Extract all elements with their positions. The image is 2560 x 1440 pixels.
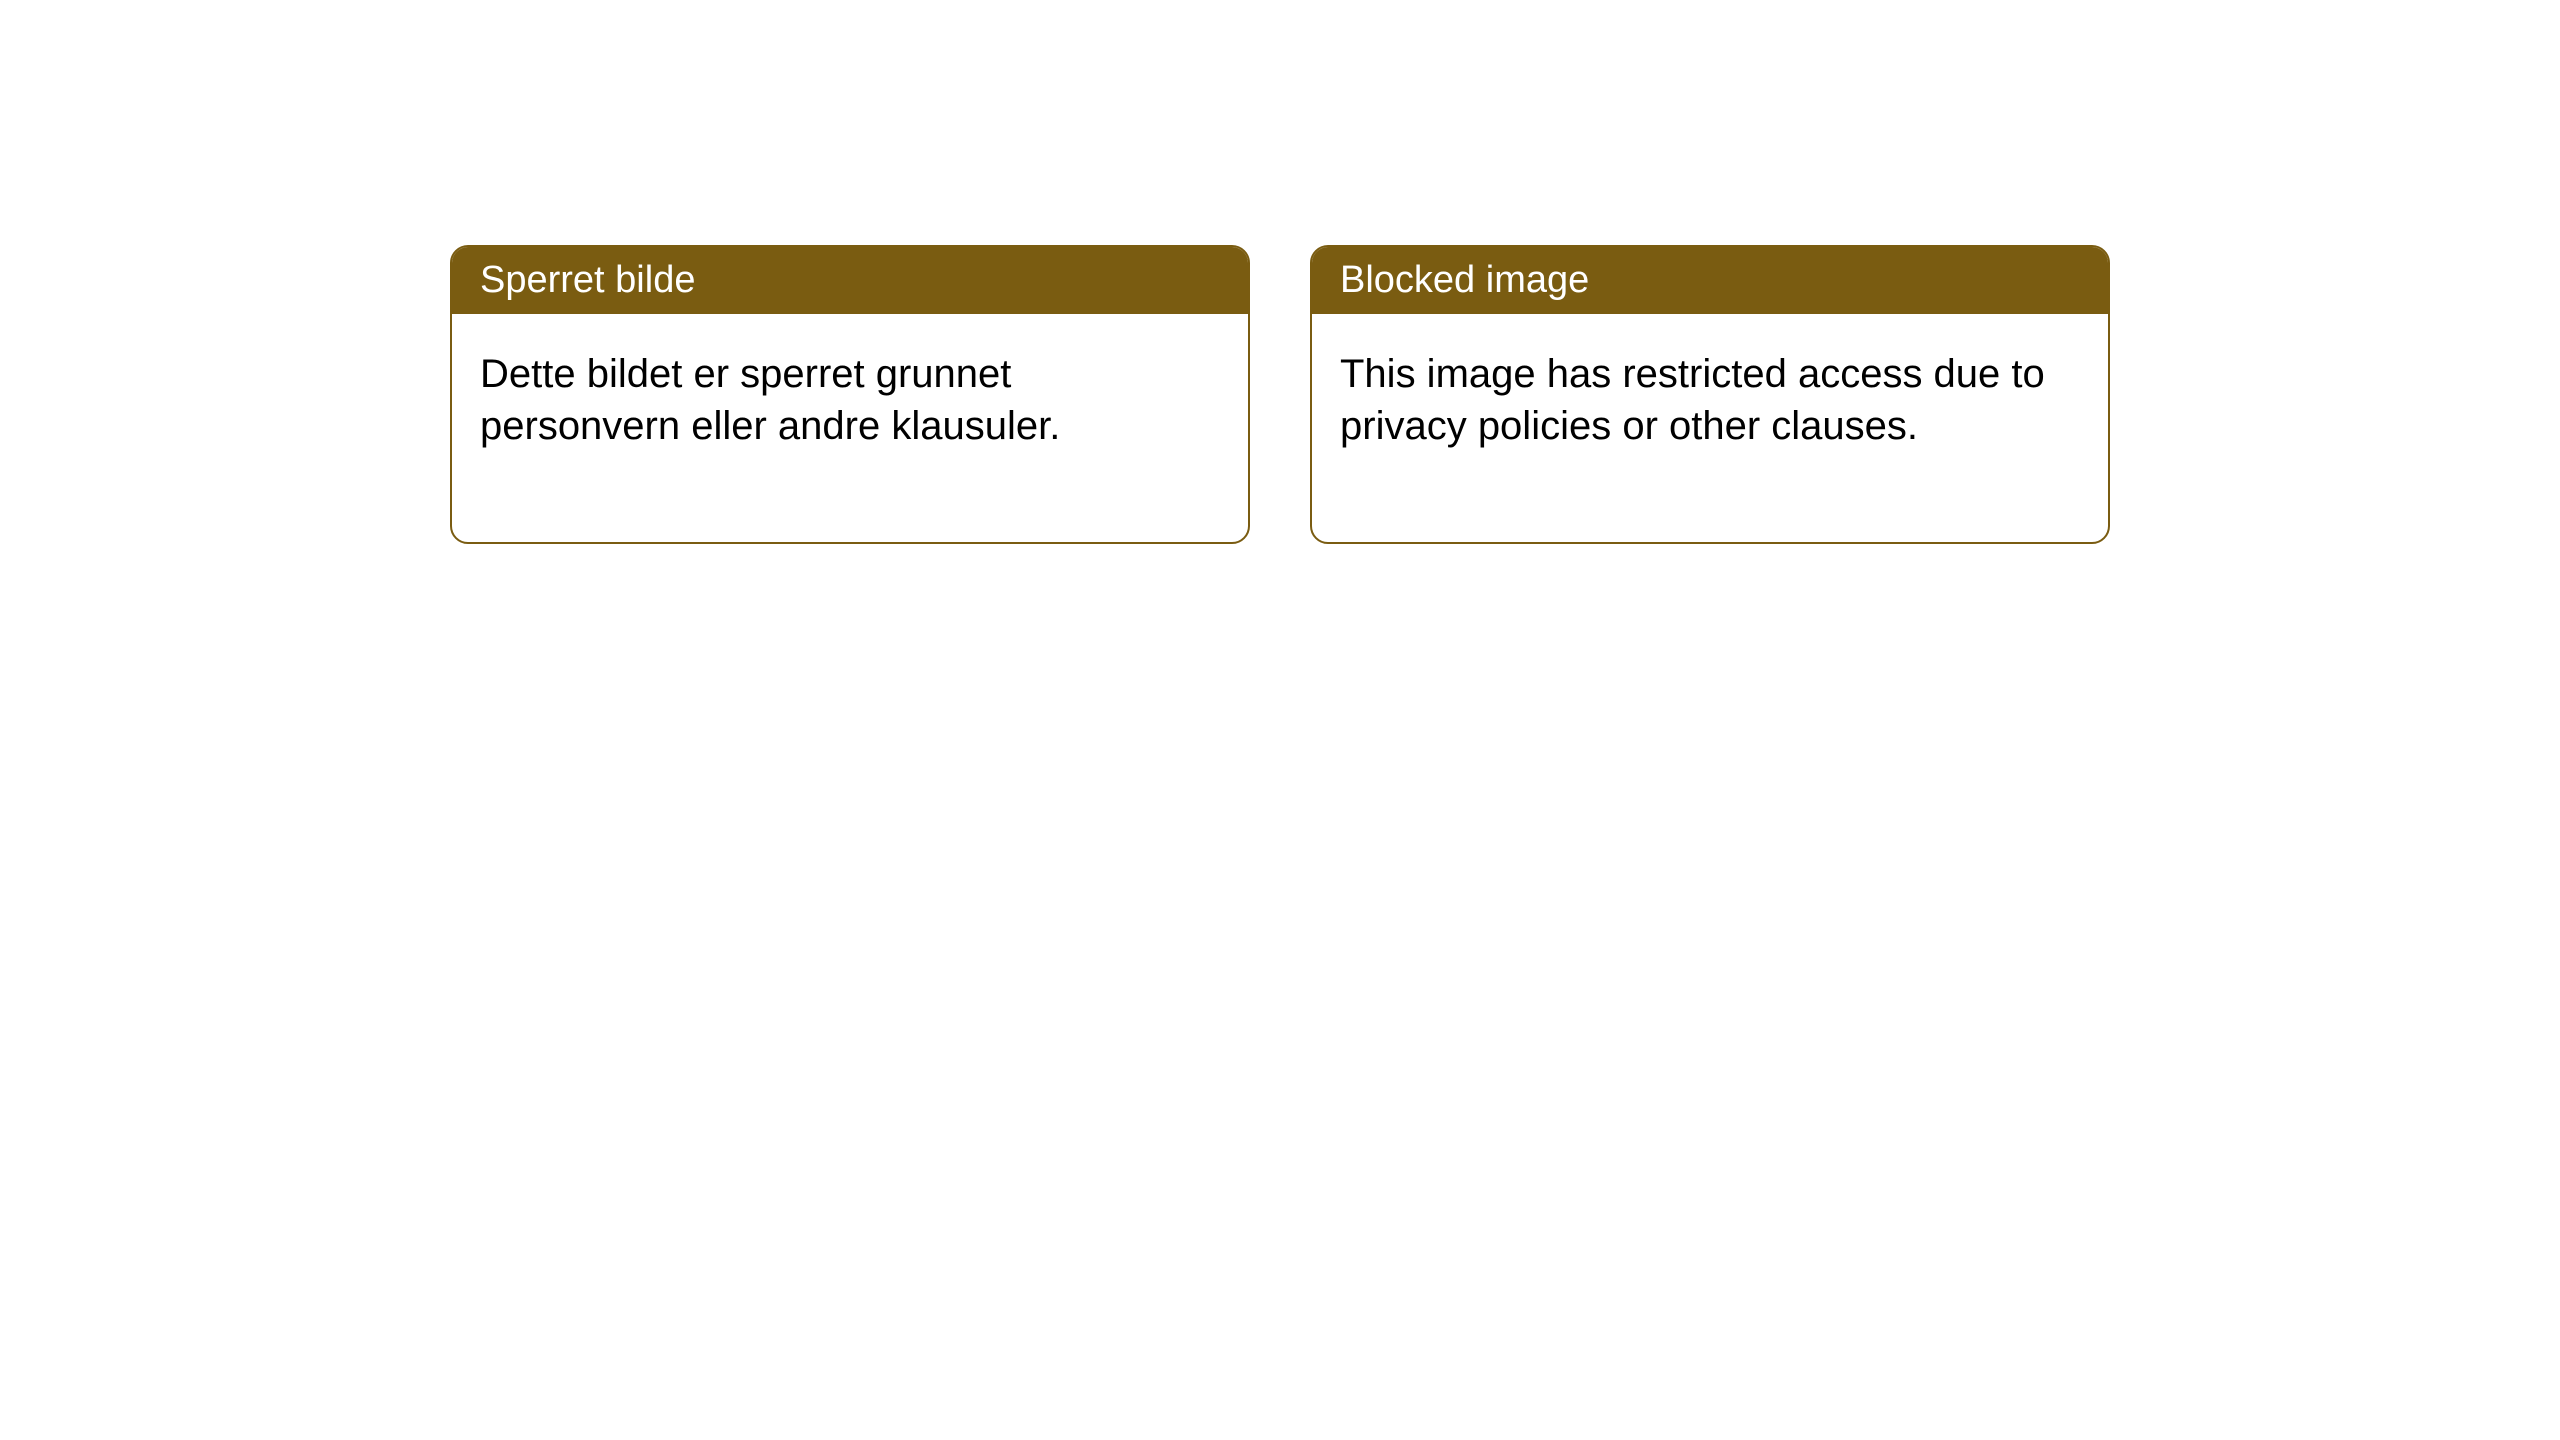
notice-container: Sperret bilde Dette bildet er sperret gr…	[450, 245, 2110, 544]
notice-body: Dette bildet er sperret grunnet personve…	[452, 314, 1248, 542]
notice-header: Blocked image	[1312, 247, 2108, 314]
notice-box-english: Blocked image This image has restricted …	[1310, 245, 2110, 544]
notice-body: This image has restricted access due to …	[1312, 314, 2108, 542]
notice-box-norwegian: Sperret bilde Dette bildet er sperret gr…	[450, 245, 1250, 544]
notice-header: Sperret bilde	[452, 247, 1248, 314]
